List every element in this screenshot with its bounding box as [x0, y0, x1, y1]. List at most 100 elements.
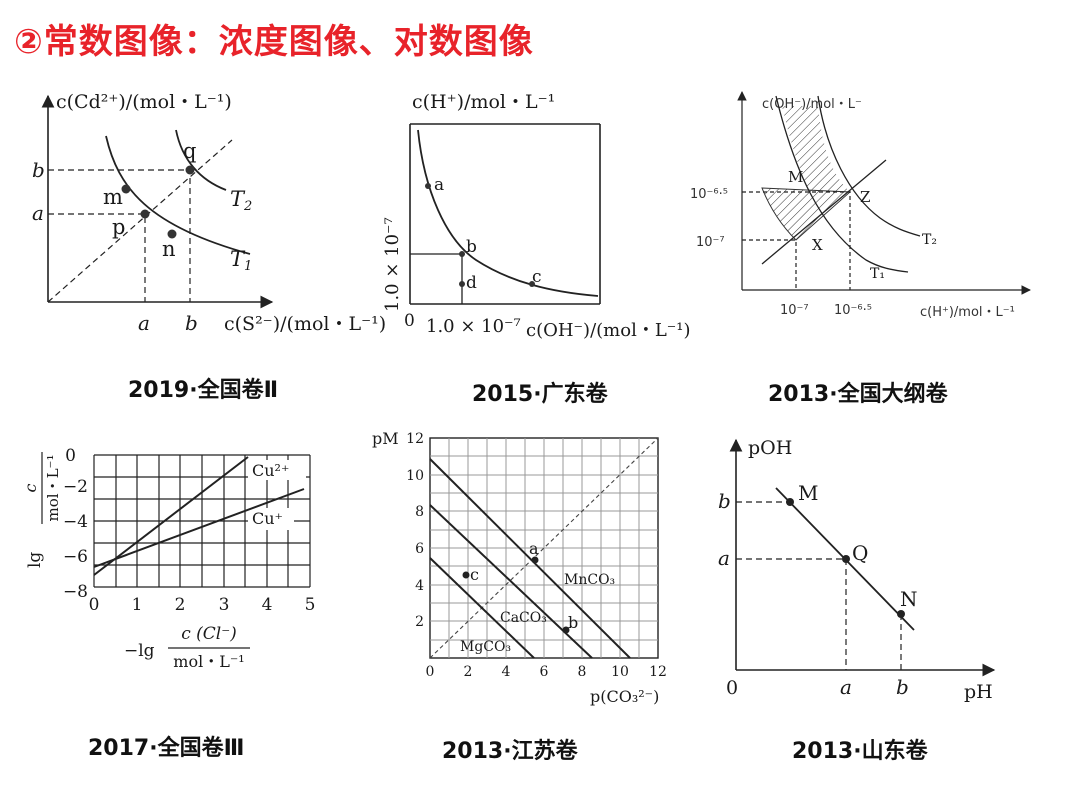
p6-label-n: N	[900, 587, 918, 611]
p1-label-t1: T1	[230, 247, 252, 274]
p3-y-label: c(OH⁻)/mol・L⁻	[762, 97, 862, 112]
p4-xtick-2: 2	[175, 595, 186, 615]
p4-x-label-den: mol・L⁻¹	[173, 652, 244, 671]
p3-xtick-lo: 10⁻⁷	[780, 303, 809, 318]
panel-cucl-lg: Cu²⁺ Cu⁺ 0 −2 −4 −6 −8 0 1 2 3 4 5 lg c …	[21, 446, 315, 671]
p3-hatch-region	[761, 187, 852, 241]
p5-ytick-4: 4	[415, 578, 424, 594]
p6-point-m	[786, 498, 794, 506]
p5-xtick-2: 2	[464, 664, 473, 680]
p5-ytick-2: 2	[415, 614, 424, 630]
p6-origin: 0	[726, 677, 738, 699]
p1-label-q: q	[183, 139, 196, 163]
p4-ytick-4: −4	[63, 512, 88, 532]
p5-xtick-10: 10	[611, 664, 629, 680]
p3-curve-t1	[775, 95, 909, 273]
p5-label-mgco3: MgCO₃	[460, 639, 511, 655]
p5-xtick-8: 8	[578, 664, 587, 680]
p6-xtick-b: b	[896, 675, 909, 699]
p1-point-q	[185, 165, 195, 175]
p1-label-m: m	[103, 185, 123, 209]
p1-label-p: p	[112, 215, 125, 239]
p4-xtick-3: 3	[219, 595, 230, 615]
p1-point-m	[121, 184, 131, 194]
p2-x-label: c(OH⁻)/(mol・L⁻¹)	[526, 320, 691, 341]
p3-label-t2: T₂	[922, 232, 937, 248]
p5-label-c: c	[470, 565, 479, 584]
p3-x-label: c(H⁺)/mol・L⁻¹	[920, 305, 1015, 320]
p3-ytick-lo: 10⁻⁷	[696, 235, 725, 250]
p3-hatch-top	[782, 106, 850, 192]
svg-text:c: c	[21, 483, 40, 492]
p5-ytick-10: 10	[406, 468, 424, 484]
caption-2013-dagang: 2013·全国大纲卷	[768, 382, 948, 407]
p4-ytick-2: −2	[63, 477, 88, 497]
p2-point-d	[459, 281, 465, 287]
p1-y-label: c(Cd²⁺)/(mol・L⁻¹)	[56, 91, 232, 113]
p1-point-p	[140, 209, 150, 219]
p6-ytick-b: b	[718, 489, 731, 513]
p2-point-c	[529, 281, 535, 287]
p5-label-caco3: CaCO₃	[500, 610, 547, 626]
p4-x-label-prefix: −lg	[124, 641, 155, 661]
p5-ytick-8: 8	[415, 504, 424, 520]
p1-x-label: c(S²⁻)/(mol・L⁻¹)	[224, 313, 386, 335]
p2-point-b	[459, 251, 465, 257]
p5-label-b: b	[568, 613, 578, 632]
p5-x-label: p(CO₃²⁻)	[590, 687, 659, 706]
p1-label-n: n	[162, 237, 176, 261]
p5-xtick-6: 6	[540, 664, 549, 680]
p1-diagonal	[47, 139, 233, 303]
p5-y-label: pM	[372, 429, 399, 448]
p2-y-label: c(H⁺)/mol・L⁻¹	[412, 91, 555, 113]
p2-origin: 0	[404, 311, 415, 331]
caption-2017: 2017·全国卷Ⅲ	[88, 736, 245, 761]
p4-label-cu2: Cu²⁺	[252, 461, 289, 480]
panel-carbonate-pm: a b c MnCO₃ CaCO₃ MgCO₃ pM 12 10 8 6 4 2…	[372, 429, 667, 706]
p5-point-b	[562, 626, 570, 634]
p5-ytick-12: 12	[406, 431, 424, 447]
svg-text:mol・L⁻¹: mol・L⁻¹	[44, 455, 62, 522]
p5-grid	[430, 438, 658, 658]
p5-point-c	[462, 571, 470, 579]
p6-point-q	[842, 555, 850, 563]
p1-guide-a	[48, 213, 146, 302]
p4-y-label: lg c mol・L⁻¹	[21, 452, 62, 568]
p6-y-label: pOH	[748, 437, 792, 459]
p3-curve-t2	[817, 95, 921, 237]
p2-guide-b	[410, 253, 463, 304]
p4-label-bg-cu1	[248, 508, 294, 530]
p1-xtick-b: b	[185, 311, 198, 335]
p1-ytick-a: a	[32, 201, 44, 225]
p3-guide-z	[742, 191, 851, 290]
p2-y-tick: 1.0 × 10⁻⁷	[382, 217, 403, 312]
p4-line-cu2	[93, 456, 249, 576]
caption-2013-jiangsu: 2013·江苏卷	[442, 739, 578, 764]
p5-xtick-4: 4	[502, 664, 511, 680]
p2-label-a: a	[434, 175, 444, 195]
p4-label-cu1: Cu⁺	[252, 509, 283, 528]
p4-xtick-0: 0	[89, 595, 100, 615]
svg-text:lg: lg	[25, 552, 45, 568]
panel-poh-ph: pOH pH 0 M Q N b a a b	[718, 437, 996, 703]
p1-point-n	[167, 229, 177, 239]
p4-xtick-1: 1	[132, 595, 143, 615]
p6-x-label: pH	[964, 681, 993, 703]
p3-label-m: M	[788, 168, 803, 186]
panel-water-ion-product: c(H⁺)/mol・L⁻¹ a b c d 1.0 × 10⁻⁷ 0 1.0 ×…	[382, 91, 691, 341]
p3-label-x: X	[812, 236, 823, 254]
p5-point-a	[531, 556, 539, 564]
p6-point-n	[897, 610, 905, 618]
p5-label-a: a	[529, 539, 539, 558]
p3-label-z: Z	[860, 188, 870, 206]
p1-ytick-b: b	[32, 158, 45, 182]
caption-2013-shandong: 2013·山东卷	[792, 739, 928, 764]
p5-line-mnco3	[429, 458, 631, 659]
caption-2019: 2019·全国卷Ⅱ	[128, 378, 279, 403]
p6-label-q: Q	[852, 541, 868, 565]
p6-guide-q	[736, 558, 847, 670]
p5-xtick-12: 12	[649, 664, 667, 680]
p5-diagonal	[429, 437, 659, 659]
p3-label-t1: T₁	[870, 266, 885, 282]
